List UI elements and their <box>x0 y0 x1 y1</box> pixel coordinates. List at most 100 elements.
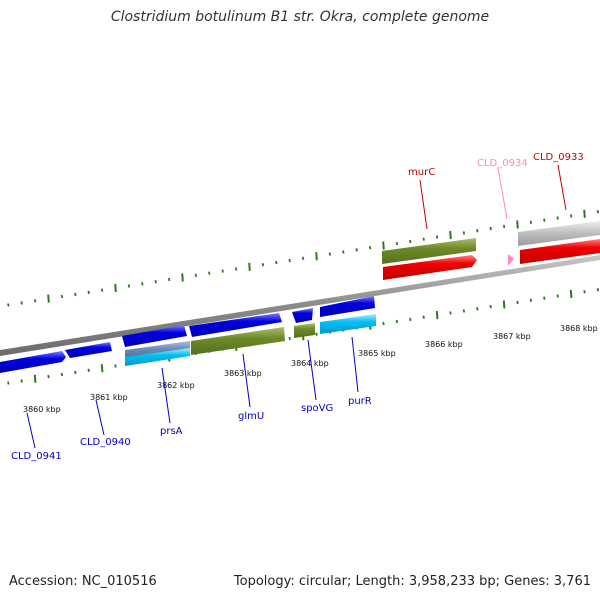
gene-murC-red[interactable] <box>383 255 477 280</box>
gene-label-CLD_0934[interactable]: CLD_0934 <box>477 158 528 169</box>
tick-label-3862: 3862 kbp <box>157 381 195 390</box>
gene-callout-lines <box>26 164 567 449</box>
minor-tick <box>221 269 224 273</box>
tick-label-3866: 3866 kbp <box>425 340 463 349</box>
minor-tick <box>275 260 278 265</box>
tick-label-3867: 3867 kbp <box>493 332 531 341</box>
minor-tick <box>33 299 37 303</box>
gene-spoVG-green[interactable] <box>294 323 315 338</box>
minor-tick <box>368 246 372 250</box>
tick-label-3861: 3861 kbp <box>90 393 128 402</box>
tick-row-top <box>7 209 600 307</box>
minor-tick <box>382 321 385 326</box>
minor-tick <box>141 282 144 286</box>
minor-tick <box>261 263 265 267</box>
gene-purR-arrow[interactable] <box>320 296 375 317</box>
minor-tick <box>409 317 412 322</box>
major-tick <box>114 283 117 293</box>
minor-tick <box>127 284 131 288</box>
minor-tick <box>100 288 104 292</box>
minor-tick <box>476 307 479 311</box>
major-tick <box>583 209 586 218</box>
minor-tick <box>114 364 117 368</box>
gene-prsA-arrow[interactable] <box>122 325 187 347</box>
minor-tick <box>502 224 506 229</box>
minor-tick <box>154 280 157 284</box>
minor-tick <box>462 309 466 313</box>
map-title: Clostridium botulinum B1 str. Okra, comp… <box>110 9 490 25</box>
minor-tick <box>342 250 345 254</box>
gene-label-CLD_0941[interactable]: CLD_0941 <box>11 451 62 462</box>
gene-prsA-cyan[interactable] <box>125 348 190 366</box>
minor-tick <box>449 311 452 315</box>
major-tick <box>315 252 318 261</box>
gene-label-murC[interactable]: murC <box>408 167 435 178</box>
gene-label-glmU[interactable]: glmU <box>238 411 264 422</box>
gene-CLD_0933-grey[interactable] <box>518 221 600 246</box>
minor-tick <box>208 271 211 275</box>
major-tick <box>100 364 104 373</box>
minor-tick <box>194 273 198 277</box>
gene-purR-cyan[interactable] <box>320 314 376 334</box>
minor-tick <box>556 294 559 298</box>
major-tick <box>502 300 506 309</box>
tick-label-3863: 3863 kbp <box>224 369 262 378</box>
gene-glmU-green[interactable] <box>191 327 285 355</box>
minor-tick <box>422 237 425 241</box>
minor-tick <box>476 229 479 233</box>
gene-CLD_0933-red[interactable] <box>520 239 600 264</box>
gene-label-spoVG[interactable]: spoVG <box>301 403 333 414</box>
minor-tick <box>489 304 492 309</box>
major-tick <box>435 311 439 320</box>
minor-tick <box>167 277 171 282</box>
minor-tick <box>315 332 318 336</box>
minor-tick <box>489 226 492 231</box>
minor-tick <box>529 220 533 224</box>
gene-label-purR[interactable]: purR <box>348 396 372 407</box>
gene-glmU-arrow[interactable] <box>189 313 282 337</box>
major-tick <box>47 294 50 303</box>
major-tick <box>449 230 452 240</box>
major-tick <box>569 289 573 298</box>
minor-tick <box>288 258 291 263</box>
accession-text: Accession: NC_010516 <box>9 574 157 589</box>
minor-tick <box>20 379 23 383</box>
minor-tick <box>7 303 10 307</box>
gene-CLD_0934-arrow[interactable] <box>508 254 514 266</box>
tick-label-3865: 3865 kbp <box>358 349 396 358</box>
gene-CLD_0941-arrow[interactable] <box>0 351 66 373</box>
gene-label-CLD_0940[interactable]: CLD_0940 <box>80 437 131 448</box>
minor-tick <box>422 315 425 319</box>
minor-tick <box>516 300 519 305</box>
gene-spoVG-arrow[interactable] <box>292 308 313 323</box>
major-tick <box>516 220 519 229</box>
minor-tick <box>395 319 399 324</box>
major-tick <box>248 262 251 271</box>
gene-prsA-steel[interactable] <box>125 341 190 358</box>
gene-label-prsA[interactable]: prsA <box>160 426 183 437</box>
minor-tick <box>288 336 291 341</box>
minor-tick <box>462 231 466 235</box>
minor-tick <box>583 290 586 294</box>
minor-tick <box>20 301 23 305</box>
minor-tick <box>596 210 600 214</box>
topology-text: Topology: circular; Length: 3,958,233 bp… <box>233 574 591 589</box>
major-tick <box>33 374 37 383</box>
minor-tick <box>328 252 332 256</box>
minor-tick <box>60 294 64 299</box>
tick-label-3868: 3868 kbp <box>560 324 598 333</box>
minor-tick <box>556 216 559 220</box>
tick-label-3860: 3860 kbp <box>23 405 61 414</box>
gene-CLD_0940-arrow[interactable] <box>65 342 112 358</box>
minor-tick <box>395 241 399 246</box>
minor-tick <box>409 239 412 244</box>
minor-tick <box>87 290 90 294</box>
gene-label-CLD_0933[interactable]: CLD_0933 <box>533 152 584 163</box>
genome-backbone <box>0 255 600 356</box>
major-tick <box>382 241 385 250</box>
minor-tick <box>301 256 305 260</box>
gene-murC-green[interactable] <box>382 238 476 264</box>
minor-tick <box>435 235 439 239</box>
minor-tick <box>529 298 533 302</box>
